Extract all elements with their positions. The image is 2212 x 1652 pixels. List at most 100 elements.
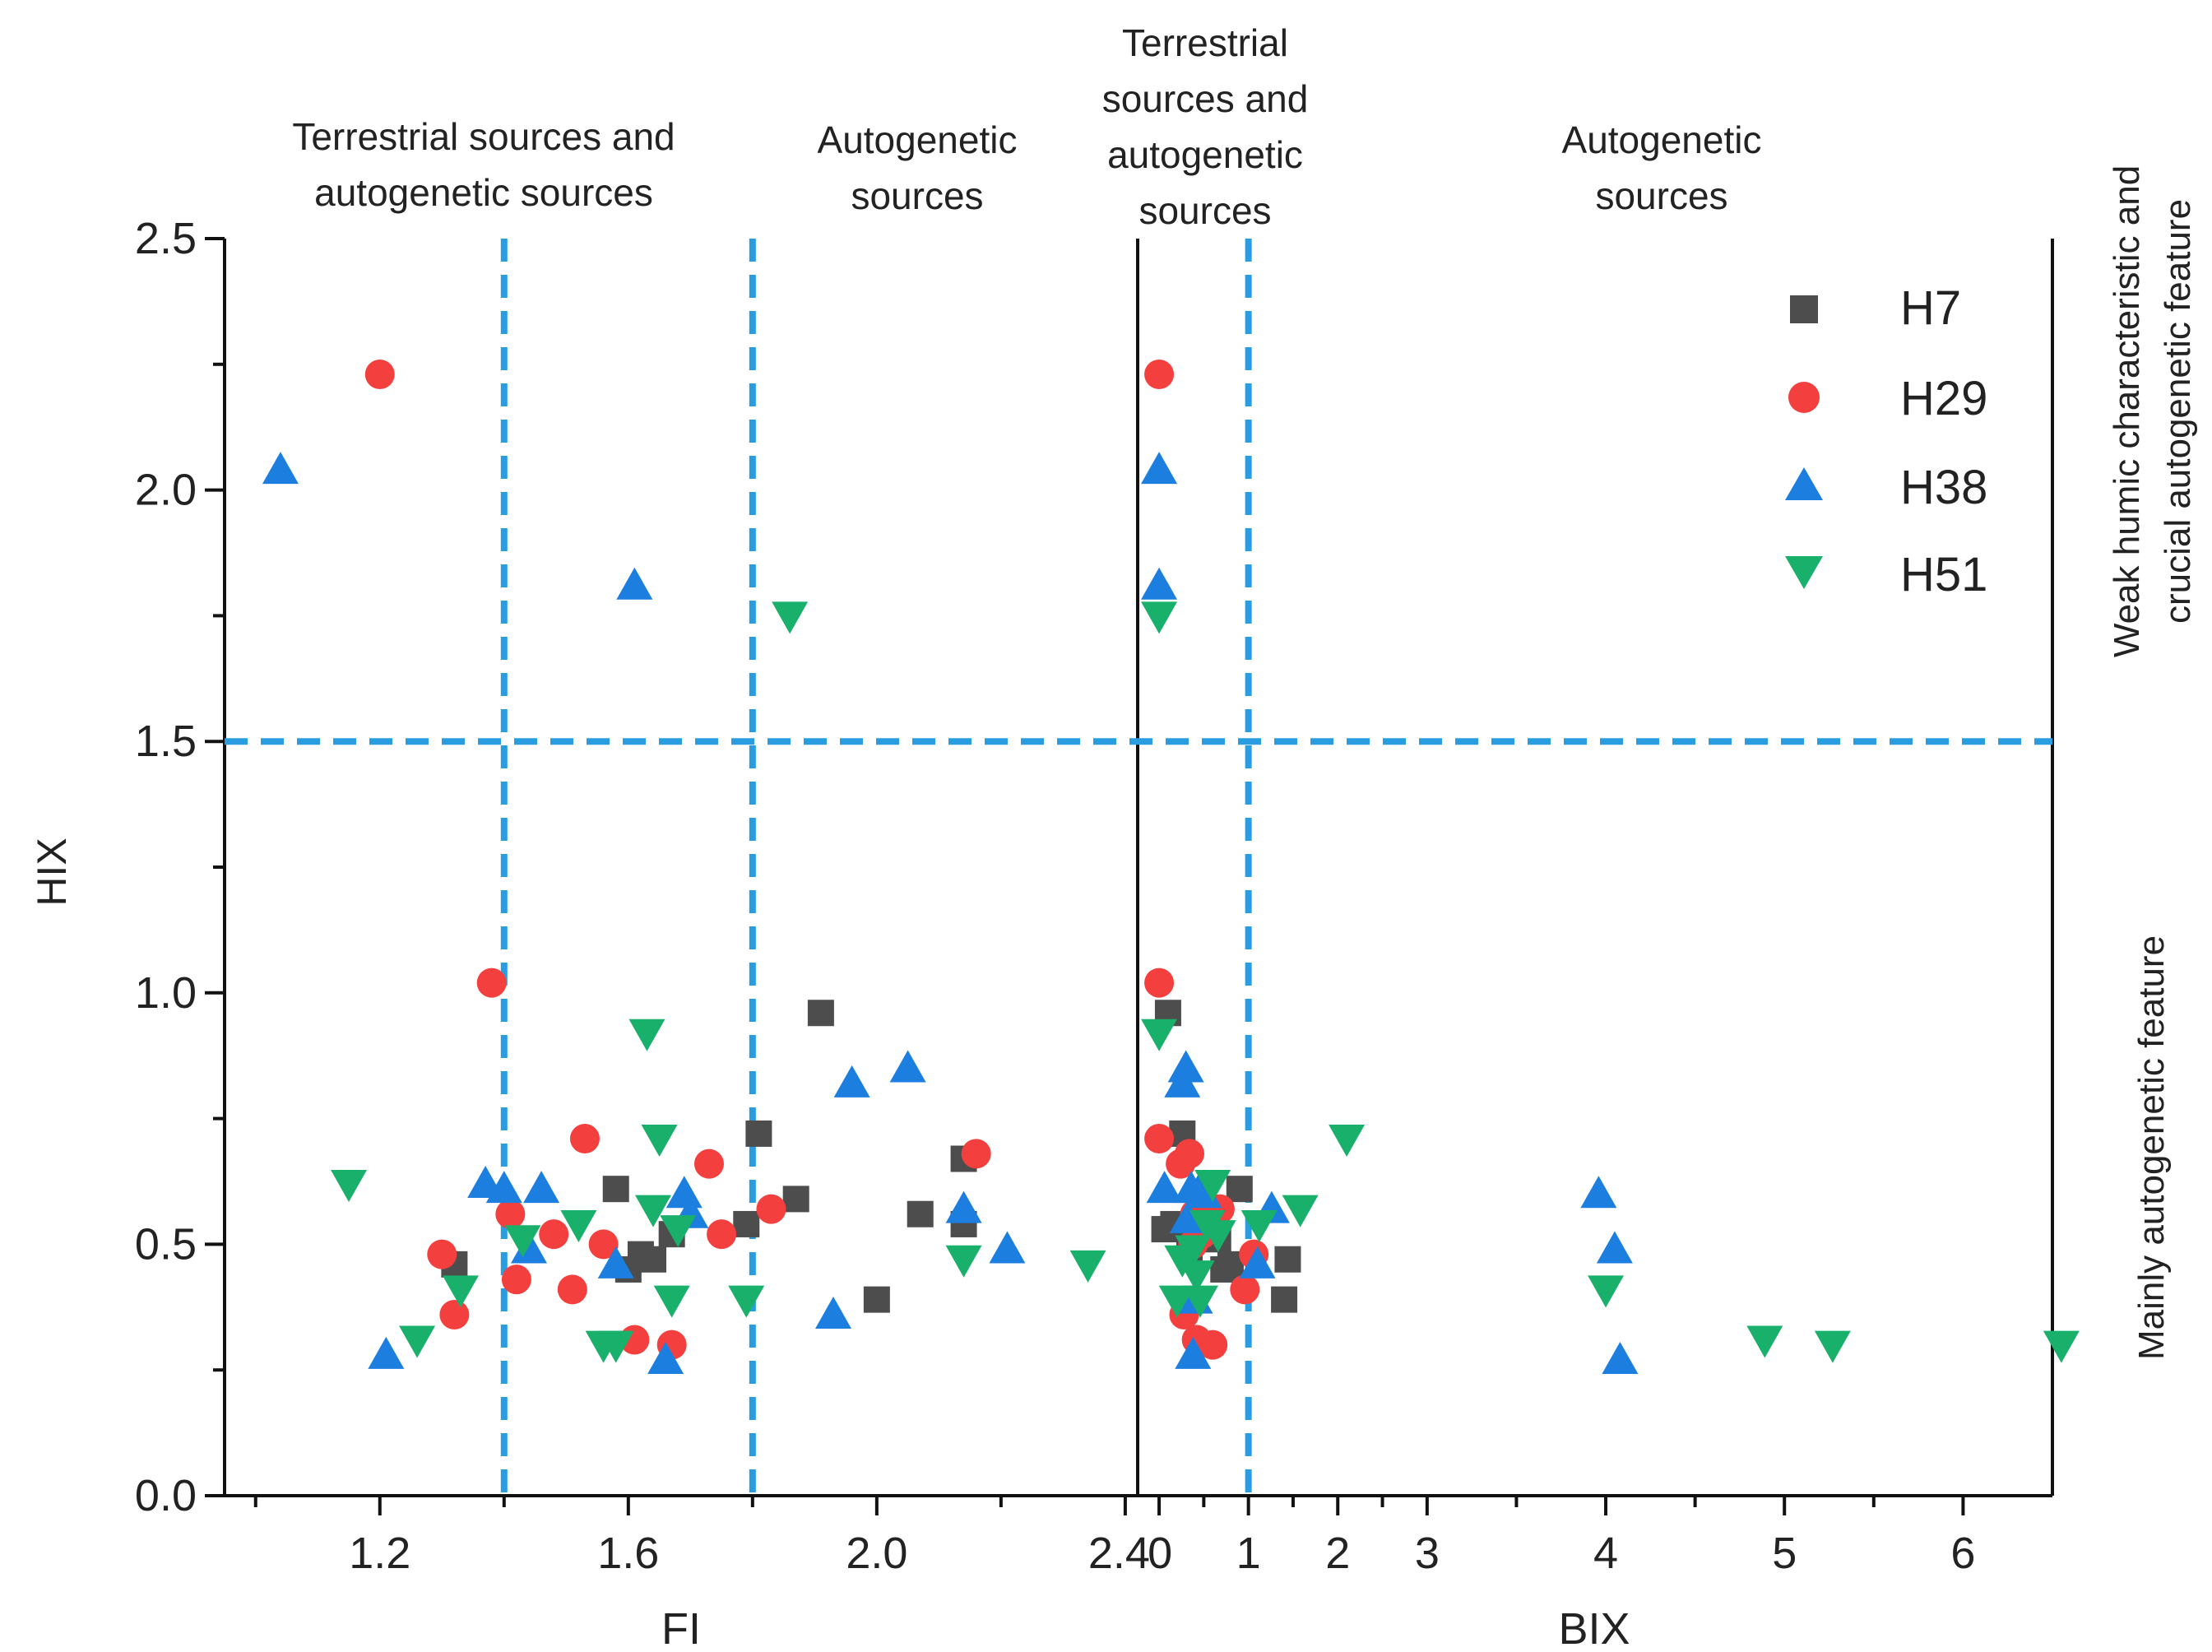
x-tick-label-bix-3: 3: [1415, 1529, 1440, 1578]
x-ticks: 1.2 1.6 2.0 2.40 1 2 3 4 5 6: [253, 1496, 1975, 1578]
point-fi-h51-1: [399, 1325, 436, 1358]
point-bix-h51-1: [1141, 1019, 1178, 1051]
x-tick-label-bix-5: 5: [1772, 1529, 1797, 1578]
point-fi-h29-14: [756, 1194, 786, 1224]
point-bix-h51-8: [1194, 1170, 1231, 1203]
point-fi-h51-0: [331, 1170, 368, 1203]
point-fi-h51-14: [945, 1245, 982, 1278]
legend-marker-h38: [1785, 467, 1823, 500]
point-fi-h38-12: [833, 1065, 870, 1097]
point-fi-h51-10: [653, 1285, 690, 1318]
y-tick-label-5: 2.5: [135, 214, 197, 263]
point-fi-h29-9: [588, 1229, 619, 1260]
point-bix-h51-15: [1814, 1330, 1851, 1363]
point-bix-h51-12: [1329, 1125, 1366, 1158]
x-tick-label-bix-2: 2: [1325, 1529, 1350, 1578]
point-bix-h7-9: [1271, 1286, 1298, 1313]
point-bix-h38-7: [1175, 1336, 1212, 1369]
point-fi-h38-14: [945, 1190, 982, 1223]
x-axis-label-fi: FI: [661, 1604, 701, 1652]
x-tick-label-fi-1: 1.6: [597, 1529, 659, 1578]
y-ticks: 0.0 0.5 1.0 1.5 2.0 2.5: [135, 214, 225, 1520]
region-label-fi-terrestrial-line1: Terrestrial sources and: [292, 115, 675, 158]
point-bix-h38-13: [1580, 1176, 1617, 1209]
region-label-bix-terrestrial-line2: sources and: [1102, 77, 1309, 120]
point-bix-h38-0: [1141, 452, 1178, 485]
point-fi-h29-2: [439, 1299, 470, 1329]
region-label-bix-autogenetic-line1: Autogenetic: [1562, 118, 1762, 161]
legend-label-h7: H7: [1900, 281, 1961, 335]
right-label-lower: Mainly autogenetic feature: [2131, 935, 2172, 1360]
point-fi-h51-9: [641, 1125, 678, 1158]
x-tick-label-fi-0: 1.2: [349, 1529, 410, 1578]
point-fi-h29-15: [961, 1139, 991, 1169]
point-bix-h29-12: [1230, 1274, 1260, 1305]
point-fi-h29-4: [495, 1199, 526, 1229]
x-tick-label-fi-2: 2.0: [846, 1529, 907, 1578]
point-fi-h7-6: [733, 1210, 760, 1237]
point-fi-h38-5: [523, 1171, 560, 1204]
point-bix-h51-10: [1240, 1209, 1278, 1242]
point-fi-h38-7: [616, 567, 653, 600]
point-bix-h38-4: [1167, 1050, 1204, 1083]
point-bix-h51-11: [1282, 1195, 1319, 1227]
x-axis-label-bix: BIX: [1558, 1604, 1630, 1652]
y-tick-label-1: 0.5: [135, 1219, 197, 1269]
point-fi-h29-3: [476, 968, 507, 998]
legend-label-h51: H51: [1900, 548, 1987, 601]
legend-label-h38: H38: [1900, 461, 1987, 514]
point-bix-h38-15: [1602, 1341, 1639, 1374]
point-fi-h51-13: [772, 601, 809, 634]
point-bix-h51-4: [1175, 1235, 1212, 1268]
point-bix-h51-9: [1199, 1220, 1236, 1253]
point-fi-h38-6: [597, 1246, 634, 1278]
point-fi-h51-11: [660, 1215, 697, 1248]
point-bix-h7-8: [1226, 1176, 1253, 1203]
point-fi-h29-7: [557, 1274, 587, 1305]
point-fi-h38-11: [815, 1296, 851, 1329]
legend-marker-h29: [1788, 382, 1820, 413]
point-fi-h38-4: [511, 1231, 547, 1264]
point-fi-h7-7: [745, 1120, 772, 1147]
point-bix-h51-13: [1588, 1275, 1625, 1308]
point-fi-h51-6: [597, 1330, 634, 1363]
x-tick-label-fi-3: 2.4: [1088, 1529, 1150, 1578]
region-label-fi-autogenetic-line2: sources: [851, 174, 983, 217]
y-axis-label: HIX: [29, 838, 75, 906]
point-bix-h29-2: [1144, 1124, 1175, 1154]
point-bix-h29-5: [1174, 1139, 1204, 1169]
right-label-upper-line2: crucial autogenetic feature: [2158, 199, 2198, 624]
point-fi-h51-12: [728, 1285, 765, 1318]
point-fi-h38-13: [889, 1050, 926, 1083]
legend-marker-h7: [1790, 295, 1818, 323]
point-fi-h7-1: [602, 1176, 629, 1203]
point-bix-h38-14: [1596, 1231, 1633, 1264]
region-label-bix-terrestrial-line4: sources: [1138, 189, 1271, 232]
point-bix-h38-11: [1239, 1246, 1276, 1278]
point-bix-h38-5: [1169, 1200, 1206, 1233]
point-fi-h38-9: [665, 1176, 703, 1209]
point-bix-h29-10: [1198, 1329, 1228, 1360]
point-fi-h29-6: [539, 1219, 569, 1250]
x-tick-label-bix-1: 1: [1236, 1529, 1261, 1578]
point-bix-h29-1: [1144, 968, 1175, 998]
point-fi-h7-9: [807, 1000, 834, 1027]
x-tick-label-bix-6: 6: [1950, 1529, 1975, 1578]
point-fi-h38-0: [262, 452, 299, 485]
point-fi-h7-8: [782, 1186, 809, 1213]
point-fi-h51-7: [628, 1019, 665, 1051]
right-label-upper-line1: Weak humic characteristic and: [2107, 165, 2147, 657]
legend-marker-h51: [1785, 556, 1823, 589]
point-bix-h38-1: [1141, 567, 1178, 600]
point-fi-h29-0: [364, 360, 395, 390]
point-fi-h7-11: [907, 1200, 934, 1227]
point-fi-h29-5: [501, 1265, 531, 1295]
point-bix-h51-5: [1178, 1260, 1215, 1293]
x-tick-label-bix-4: 4: [1593, 1529, 1618, 1578]
point-bix-h51-2: [1158, 1285, 1195, 1318]
point-fi-h51-15: [1069, 1250, 1106, 1283]
point-bix-h51-14: [1746, 1325, 1783, 1358]
point-fi-h51-4: [560, 1209, 597, 1242]
guide-lines: [225, 239, 2052, 1496]
